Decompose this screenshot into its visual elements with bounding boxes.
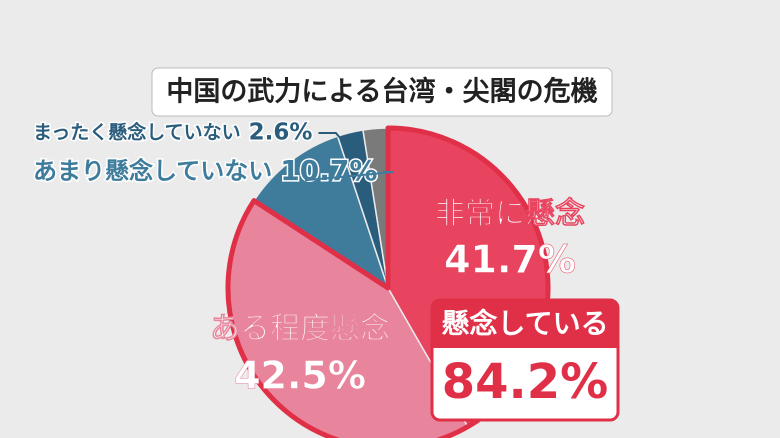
slice-value-label: 10.7% bbox=[280, 154, 377, 187]
leader-line bbox=[318, 132, 357, 157]
slice-value-label: 41.7% bbox=[444, 238, 576, 282]
slice-label: 非常に懸念 bbox=[435, 197, 585, 232]
pie-slice bbox=[252, 135, 390, 290]
summary-value-label: 84.2% bbox=[442, 354, 609, 410]
summary-outline bbox=[225, 125, 551, 438]
summary-header bbox=[432, 300, 618, 348]
slice-label: あまり懸念していない bbox=[33, 157, 272, 185]
title-box bbox=[151, 67, 613, 117]
summary-label: 懸念している bbox=[441, 307, 608, 340]
slice-value-label: 42.5% bbox=[234, 354, 366, 398]
slice-label: まったく懸念していない bbox=[33, 121, 241, 144]
chart-title: 中国の武力による台湾・尖閣の危機 bbox=[166, 76, 597, 108]
leader-line bbox=[304, 171, 394, 182]
slice-value-label: 2.6% bbox=[249, 120, 313, 146]
slice-label: ある程度懸念 bbox=[210, 312, 390, 347]
